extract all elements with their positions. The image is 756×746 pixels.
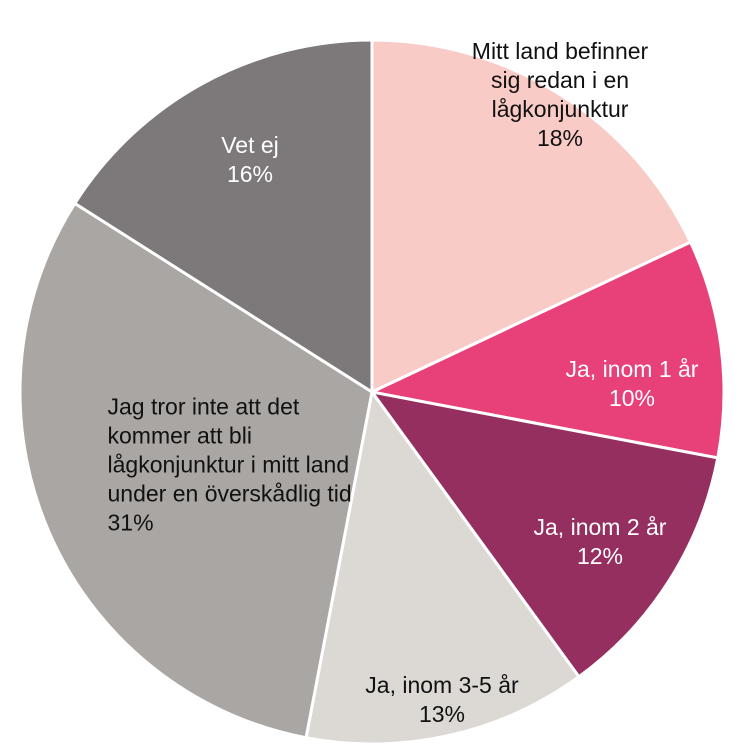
category-label: Mitt land befinner sig redan i en lågkon… [471, 38, 649, 122]
value-label: 13% [418, 701, 466, 727]
category-label: Ja, inom 2 år [533, 514, 667, 540]
pie-slice [368, 389, 720, 679]
value-label: 16% [226, 161, 274, 187]
value-label: 18% [536, 125, 584, 151]
category-label: Ja, inom 3-5 år [365, 672, 519, 698]
value-label: 31% [107, 509, 154, 536]
slice-label: Vet ej 16% [170, 131, 330, 189]
pie-slice [72, 38, 374, 395]
pie-slice [367, 240, 726, 460]
pie-slice [370, 38, 693, 395]
value-label: 12% [576, 543, 624, 569]
slice-label: Jag tror inte att det kommer att bli låg… [108, 393, 353, 538]
slice-label: Ja, inom 2 år 12% [500, 513, 700, 571]
category-label: Jag tror inte att det kommer att bli låg… [107, 393, 352, 507]
value-label: 10% [608, 385, 656, 411]
category-label: Vet ej [221, 132, 279, 158]
pie-slice [304, 388, 581, 746]
slice-label: Mitt land befinner sig redan i en lågkon… [460, 37, 660, 153]
category-label: Ja, inom 1 år [565, 356, 699, 382]
slice-label: Ja, inom 3-5 år 13% [322, 671, 562, 729]
slice-label: Ja, inom 1 år 10% [532, 355, 732, 413]
